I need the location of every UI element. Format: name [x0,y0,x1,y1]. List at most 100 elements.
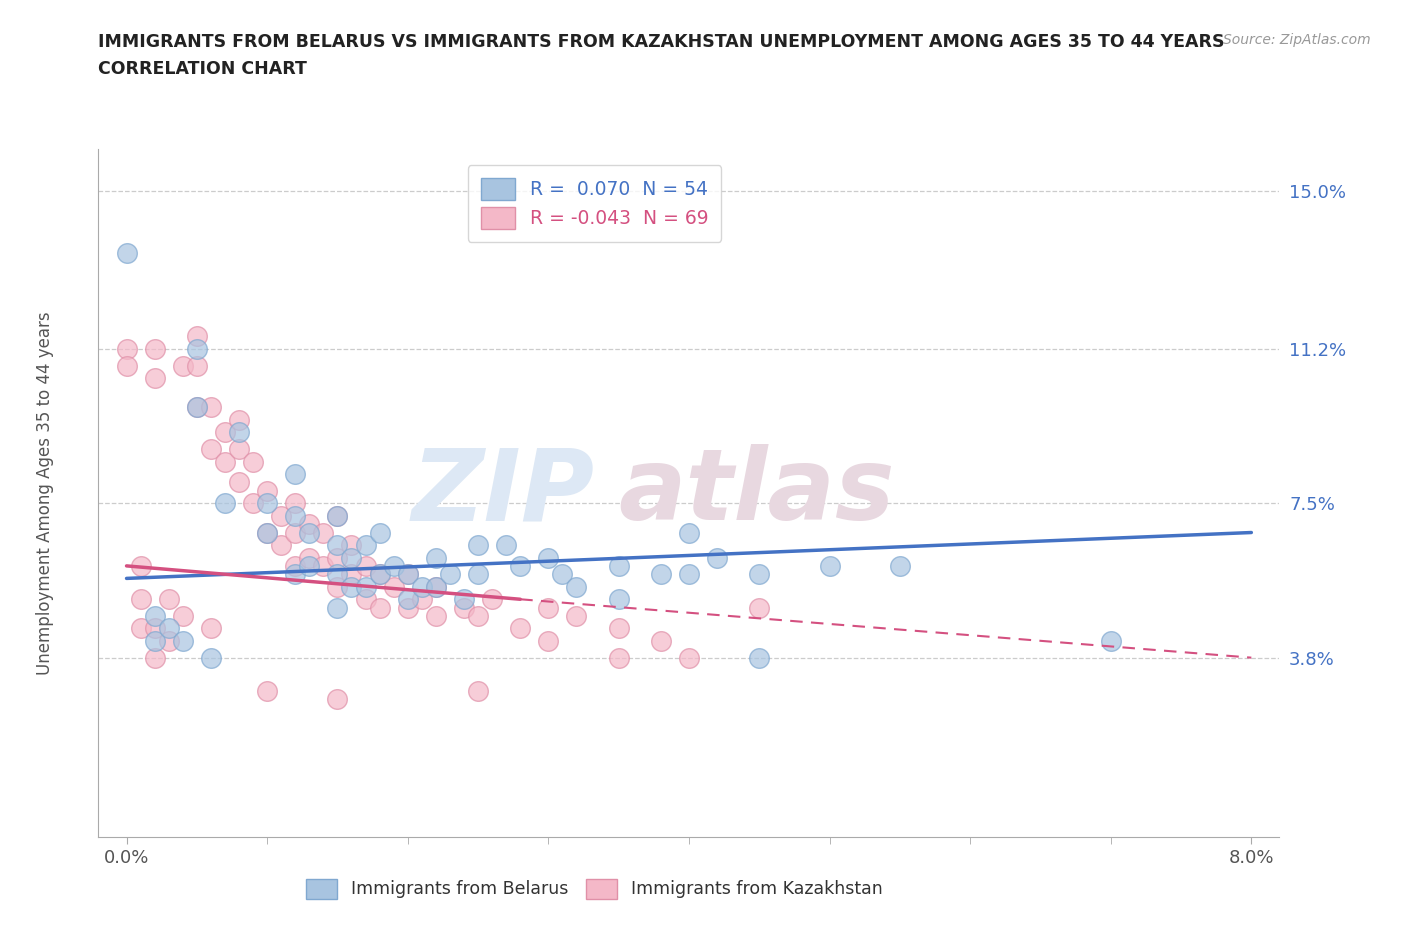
Point [607,650,630,665]
Point [425,608,447,623]
Point [537,551,560,565]
Point [143,633,166,648]
Point [143,621,166,636]
Point [411,579,433,594]
Legend: Immigrants from Belarus, Immigrants from Kazakhstan: Immigrants from Belarus, Immigrants from… [294,867,896,910]
Point [748,566,770,581]
Point [284,566,307,581]
Point [678,525,700,540]
Point [354,538,377,552]
Text: atlas: atlas [619,445,894,541]
Point [607,591,630,606]
Point [256,525,278,540]
Point [129,621,152,636]
Point [284,467,307,482]
Point [537,633,560,648]
Point [270,538,292,552]
Point [228,442,250,457]
Point [354,579,377,594]
Point [186,329,208,344]
Point [326,538,349,552]
Point [565,608,588,623]
Point [157,633,180,648]
Point [143,650,166,665]
Text: Source: ZipAtlas.com: Source: ZipAtlas.com [1223,33,1371,46]
Point [214,454,236,469]
Point [200,650,222,665]
Point [326,579,349,594]
Point [509,621,531,636]
Point [129,591,152,606]
Point [298,517,321,532]
Point [425,579,447,594]
Point [481,591,503,606]
Point [298,525,321,540]
Point [340,579,363,594]
Point [186,400,208,415]
Point [284,496,307,511]
Point [425,551,447,565]
Point [172,633,194,648]
Point [326,509,349,524]
Point [340,566,363,581]
Point [143,341,166,356]
Point [382,558,405,573]
Point [396,566,419,581]
Point [256,684,278,698]
Point [214,496,236,511]
Point [467,608,489,623]
Point [270,509,292,524]
Text: CORRELATION CHART: CORRELATION CHART [98,60,308,78]
Point [396,591,419,606]
Point [143,608,166,623]
Point [242,496,264,511]
Point [607,558,630,573]
Point [312,525,335,540]
Point [186,400,208,415]
Point [467,538,489,552]
Text: ZIP: ZIP [412,445,595,541]
Point [340,551,363,565]
Point [129,558,152,573]
Point [748,650,770,665]
Point [551,566,574,581]
Point [354,558,377,573]
Point [326,600,349,615]
Point [1099,633,1122,648]
Point [298,551,321,565]
Point [467,566,489,581]
Point [495,538,517,552]
Point [200,621,222,636]
Point [157,621,180,636]
Point [228,413,250,428]
Point [242,454,264,469]
Point [425,579,447,594]
Point [326,551,349,565]
Point [326,692,349,707]
Point [172,608,194,623]
Point [115,358,138,373]
Point [411,591,433,606]
Point [368,566,391,581]
Point [453,600,475,615]
Point [326,509,349,524]
Point [214,425,236,440]
Point [172,358,194,373]
Point [368,525,391,540]
Point [439,566,461,581]
Text: IMMIGRANTS FROM BELARUS VS IMMIGRANTS FROM KAZAKHSTAN UNEMPLOYMENT AMONG AGES 35: IMMIGRANTS FROM BELARUS VS IMMIGRANTS FR… [98,33,1225,50]
Point [818,558,841,573]
Point [284,558,307,573]
Point [537,600,560,615]
Point [396,600,419,615]
Point [200,400,222,415]
Point [509,558,531,573]
Point [312,558,335,573]
Point [228,475,250,490]
Point [228,425,250,440]
Point [186,341,208,356]
Point [326,566,349,581]
Point [565,579,588,594]
Point [706,551,728,565]
Point [186,358,208,373]
